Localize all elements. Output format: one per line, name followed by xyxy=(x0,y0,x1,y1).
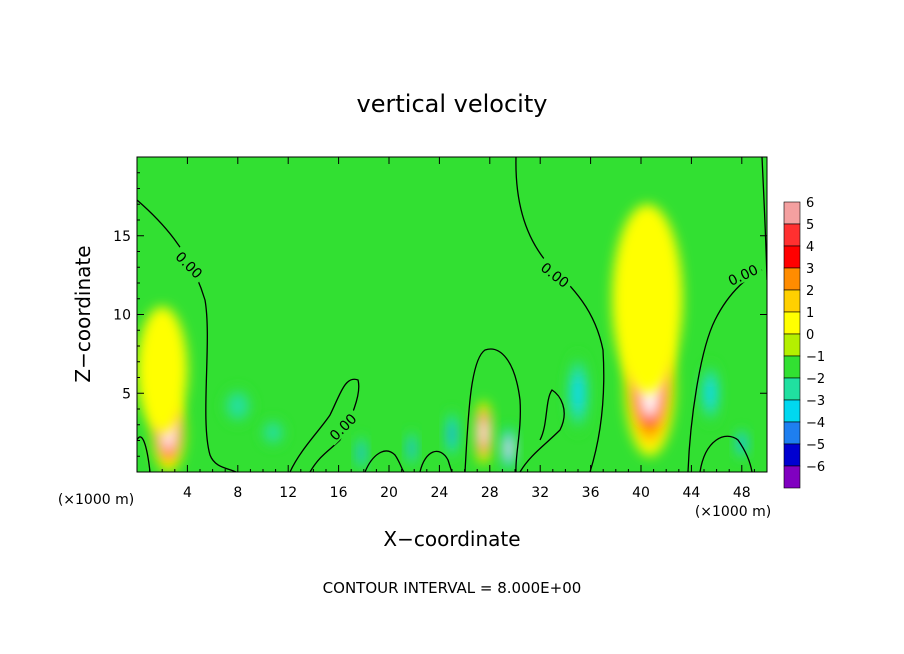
velocity-cell xyxy=(222,386,253,425)
colorbar-label: 2 xyxy=(806,284,814,299)
colorbar-swatch xyxy=(783,311,801,335)
colorbar-swatch xyxy=(783,333,801,357)
colorbar-swatch xyxy=(783,245,801,269)
colorbar-swatch xyxy=(783,421,801,445)
colorbar-swatch xyxy=(783,267,801,291)
colorbar-swatch xyxy=(783,443,801,467)
contour-line xyxy=(419,450,453,472)
velocity-cell xyxy=(474,401,493,465)
x-unit-right: (×1000 m) xyxy=(695,504,771,520)
colorbar-label: −1 xyxy=(806,350,825,365)
colorbar-label: −6 xyxy=(806,460,825,475)
x-tick-label: 32 xyxy=(531,485,549,501)
x-tick-label: 40 xyxy=(632,485,650,501)
colorbar-label: 1 xyxy=(806,306,814,321)
colorbar-swatch xyxy=(783,223,801,247)
contour-line xyxy=(515,157,605,472)
colorbar-label: 6 xyxy=(806,196,814,211)
colorbar-label: 0 xyxy=(806,328,814,343)
x-tick-label: 8 xyxy=(233,485,242,501)
x-tick-label: 48 xyxy=(733,485,751,501)
contour-line xyxy=(137,436,151,472)
velocity-cell xyxy=(406,429,417,468)
x-tick-label: 12 xyxy=(279,485,297,501)
y-tick-label: 15 xyxy=(113,229,131,245)
colorbar-label: −4 xyxy=(806,416,825,431)
velocity-cell xyxy=(501,424,517,472)
colorbar-label: 5 xyxy=(806,218,814,233)
velocity-cell xyxy=(356,434,367,472)
velocity-cell xyxy=(260,418,286,447)
colorbar-label: −3 xyxy=(806,394,825,409)
velocity-cell xyxy=(445,409,459,460)
colorbar-label: 4 xyxy=(806,240,814,255)
colorbar-swatch xyxy=(783,201,801,225)
x-tick-label: 44 xyxy=(682,485,700,501)
x-unit-left: (×1000 m) xyxy=(58,492,134,508)
x-tick-label: 36 xyxy=(582,485,600,501)
contour-interval-note: CONTOUR INTERVAL = 8.000E+00 xyxy=(323,579,582,597)
x-axis-label: X−coordinate xyxy=(383,527,520,551)
x-tick-label: 4 xyxy=(183,485,192,501)
x-tick-label: 24 xyxy=(430,485,448,501)
colorbar-swatch xyxy=(783,355,801,379)
chart-title: vertical velocity xyxy=(357,90,548,118)
velocity-cell xyxy=(700,361,721,425)
contour-line xyxy=(464,348,522,472)
velocity-cell xyxy=(566,352,590,435)
velocity-field xyxy=(137,204,749,472)
colorbar-label: −2 xyxy=(806,372,825,387)
x-tick-label: 20 xyxy=(380,485,398,501)
x-tick-label: 16 xyxy=(330,485,348,501)
colorbar-label: −5 xyxy=(806,438,825,453)
y-tick-label: 5 xyxy=(122,386,131,402)
colorbar-label: 3 xyxy=(806,262,814,277)
y-tick-label: 10 xyxy=(113,308,131,324)
contour-line xyxy=(364,450,405,472)
x-axis: 4 8 12 16 20 24 28 32 36 40 44 48 xyxy=(136,157,768,501)
y-axis-label: Z−coordinate xyxy=(71,245,95,382)
colorbar: 6 5 4 3 2 1 0 −1 −2 −3 −4 −5 −6 xyxy=(783,196,825,489)
velocity-cell xyxy=(137,306,188,433)
contour-line xyxy=(137,199,237,472)
colorbar-swatch xyxy=(783,289,801,313)
contour-line xyxy=(519,389,565,472)
contour-line xyxy=(699,435,753,472)
colorbar-swatch xyxy=(783,399,801,423)
contour-line xyxy=(289,378,360,472)
x-tick-label: 28 xyxy=(481,485,499,501)
y-axis: 5 10 15 xyxy=(113,172,767,457)
colorbar-swatch xyxy=(783,465,801,489)
velocity-cell xyxy=(612,204,683,394)
zero-contours xyxy=(137,157,767,472)
colorbar-swatch xyxy=(783,377,801,401)
